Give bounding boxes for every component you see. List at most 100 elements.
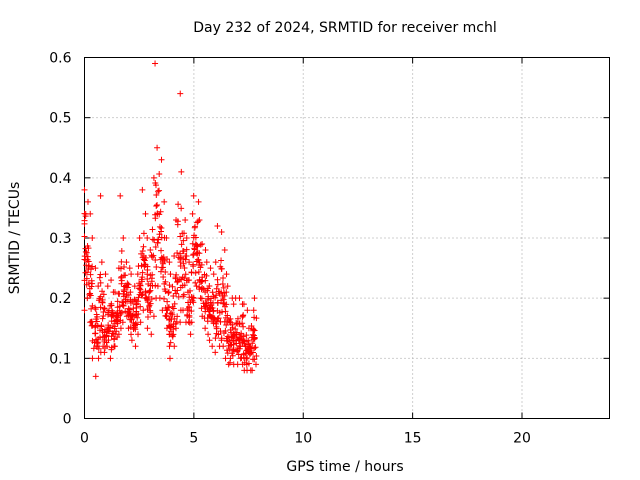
data-point (144, 235, 151, 241)
data-point (156, 223, 163, 230)
data-point (180, 237, 187, 244)
data-point (97, 271, 104, 278)
data-point (149, 253, 156, 260)
data-point (224, 283, 231, 290)
data-point (249, 340, 256, 347)
data-point (154, 283, 161, 290)
data-point (250, 307, 257, 314)
data-point (189, 240, 196, 247)
data-point (203, 259, 210, 266)
data-point (156, 187, 163, 194)
data-point (195, 218, 202, 225)
data-point (182, 256, 189, 263)
data-point (140, 307, 147, 314)
data-point (253, 361, 260, 368)
data-point (118, 309, 125, 316)
data-point (117, 310, 124, 317)
data-point (206, 337, 213, 344)
data-point (148, 331, 155, 338)
data-point (244, 354, 251, 361)
data-point (158, 224, 165, 231)
data-point (177, 250, 184, 257)
data-point (86, 291, 93, 298)
tick-layer: 0 0.1 0.2 0.3 0.4 0.5 0.6 0 5 10 15 20 (49, 51, 610, 447)
data-point (105, 325, 112, 332)
data-point (233, 329, 240, 336)
data-point (189, 297, 196, 304)
data-point (218, 289, 225, 296)
data-point (190, 192, 197, 199)
data-point (152, 244, 159, 251)
x-axis-label: GPS time / hours (286, 459, 403, 475)
data-point (150, 174, 157, 181)
data-point (138, 262, 145, 269)
data-point (152, 256, 159, 263)
data-point (161, 286, 168, 293)
data-point (167, 339, 174, 346)
data-point (250, 332, 257, 339)
data-point (148, 275, 155, 282)
data-point (246, 345, 253, 352)
y-tick-label: 0.2 (49, 291, 71, 307)
data-point (245, 337, 252, 344)
data-point (96, 274, 103, 281)
data-point (135, 331, 142, 338)
data-point (119, 319, 126, 326)
data-point (166, 282, 173, 289)
data-point (135, 298, 142, 305)
data-point (180, 256, 187, 263)
data-point (83, 275, 90, 282)
data-point (95, 283, 102, 290)
data-point (186, 277, 193, 284)
data-point (214, 222, 221, 229)
x-tick-label: 20 (513, 431, 531, 447)
data-point (154, 210, 161, 217)
data-point (114, 298, 121, 305)
data-point (166, 259, 173, 266)
y-tick-label: 0.5 (49, 111, 71, 127)
data-point (82, 269, 89, 276)
data-point (154, 202, 161, 209)
data-point (98, 259, 105, 266)
data-point (126, 265, 133, 272)
data-point (213, 292, 220, 299)
data-point (189, 261, 196, 268)
data-point (87, 271, 94, 278)
data-point (91, 304, 98, 311)
data-point (174, 218, 181, 225)
data-point (178, 241, 185, 248)
data-point (140, 243, 147, 250)
data-point (114, 314, 121, 321)
data-point (196, 216, 203, 223)
data-point (249, 367, 256, 374)
data-point (84, 198, 91, 205)
data-point (83, 269, 90, 276)
data-point (158, 247, 165, 254)
chart-title: Day 232 of 2024, SRMTID for receiver mch… (193, 20, 497, 36)
data-point (133, 311, 140, 318)
data-point (122, 296, 129, 303)
data-point (218, 265, 225, 272)
data-point (139, 186, 146, 193)
data-point (100, 291, 107, 298)
data-point (130, 326, 137, 333)
data-point (127, 297, 134, 304)
data-point (142, 254, 149, 261)
data-point (92, 330, 99, 337)
data-point (243, 332, 250, 339)
data-point (134, 271, 141, 278)
data-point (220, 284, 227, 291)
data-point (182, 216, 189, 223)
data-point (212, 294, 219, 301)
data-point (153, 192, 160, 199)
data-point (146, 303, 153, 310)
data-point (105, 327, 112, 334)
data-point (171, 343, 178, 350)
data-point (88, 318, 95, 325)
x-tick-label: 0 (80, 431, 89, 447)
data-point (97, 293, 104, 300)
data-point (239, 320, 246, 327)
x-tick-label: 10 (294, 431, 312, 447)
data-point (152, 215, 159, 222)
data-point (196, 250, 203, 257)
